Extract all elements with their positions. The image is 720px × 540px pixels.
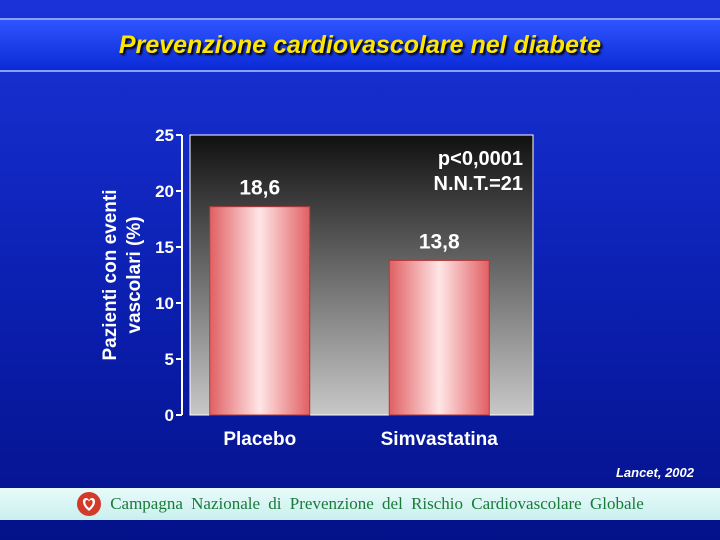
bar-value-label: 18,6: [239, 177, 280, 200]
y-tick-label: 10: [155, 294, 174, 313]
x-category-label: Simvastatina: [381, 429, 499, 450]
citation: Lancet, 2002: [615, 465, 694, 480]
bar-simvastatina: [388, 259, 490, 416]
y-axis-title-line: Pazienti con eventi: [100, 189, 121, 360]
stat-annotation: p<0,0001: [438, 148, 523, 170]
bar-placebo: [209, 206, 311, 416]
stat-annotation: N.N.T.=21: [434, 173, 523, 195]
bar-value-label: 13,8: [419, 230, 460, 253]
slide-title: Prevenzione cardiovascolare nel diabete: [118, 30, 602, 59]
y-tick-label: 15: [155, 238, 174, 257]
y-axis-title-line: vascolari (%): [124, 216, 145, 333]
footer-text: Campagna Nazionale di Prevenzione del Ri…: [110, 494, 644, 513]
y-tick-label: 25: [155, 126, 174, 145]
heart-logo-icon: [77, 492, 102, 516]
footer-band: Campagna Nazionale di Prevenzione del Ri…: [0, 488, 720, 520]
x-category-label: Placebo: [223, 429, 296, 450]
y-tick-label: 5: [165, 350, 174, 369]
y-tick-label: 20: [155, 182, 174, 201]
y-tick-label: 0: [165, 406, 174, 425]
title-band: Prevenzione cardiovascolare nel diabete: [0, 18, 720, 72]
